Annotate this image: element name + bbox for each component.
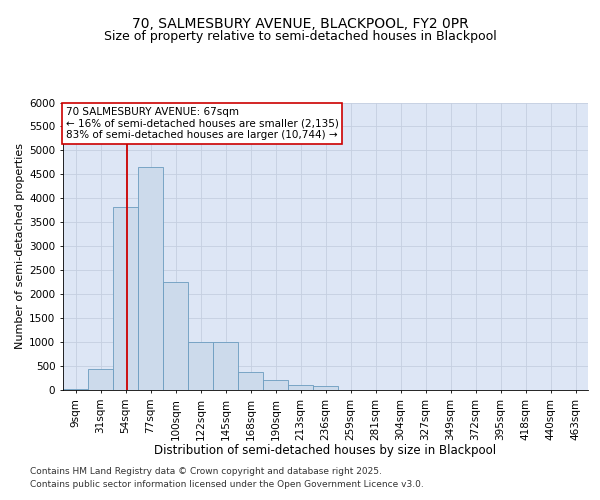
Bar bbox=[238, 372, 263, 390]
Bar bbox=[163, 282, 188, 390]
Bar bbox=[288, 385, 313, 390]
Bar bbox=[88, 370, 113, 390]
X-axis label: Distribution of semi-detached houses by size in Blackpool: Distribution of semi-detached houses by … bbox=[154, 444, 497, 457]
Text: 70 SALMESBURY AVENUE: 67sqm
← 16% of semi-detached houses are smaller (2,135)
83: 70 SALMESBURY AVENUE: 67sqm ← 16% of sem… bbox=[65, 107, 338, 140]
Bar bbox=[138, 167, 163, 390]
Text: Size of property relative to semi-detached houses in Blackpool: Size of property relative to semi-detach… bbox=[104, 30, 496, 43]
Bar bbox=[263, 380, 288, 390]
Bar bbox=[113, 207, 138, 390]
Text: 70, SALMESBURY AVENUE, BLACKPOOL, FY2 0PR: 70, SALMESBURY AVENUE, BLACKPOOL, FY2 0P… bbox=[131, 18, 469, 32]
Bar bbox=[188, 342, 213, 390]
Text: Contains public sector information licensed under the Open Government Licence v3: Contains public sector information licen… bbox=[30, 480, 424, 489]
Bar bbox=[313, 386, 338, 390]
Bar bbox=[213, 342, 238, 390]
Y-axis label: Number of semi-detached properties: Number of semi-detached properties bbox=[15, 143, 25, 350]
Bar bbox=[63, 388, 88, 390]
Text: Contains HM Land Registry data © Crown copyright and database right 2025.: Contains HM Land Registry data © Crown c… bbox=[30, 467, 382, 476]
